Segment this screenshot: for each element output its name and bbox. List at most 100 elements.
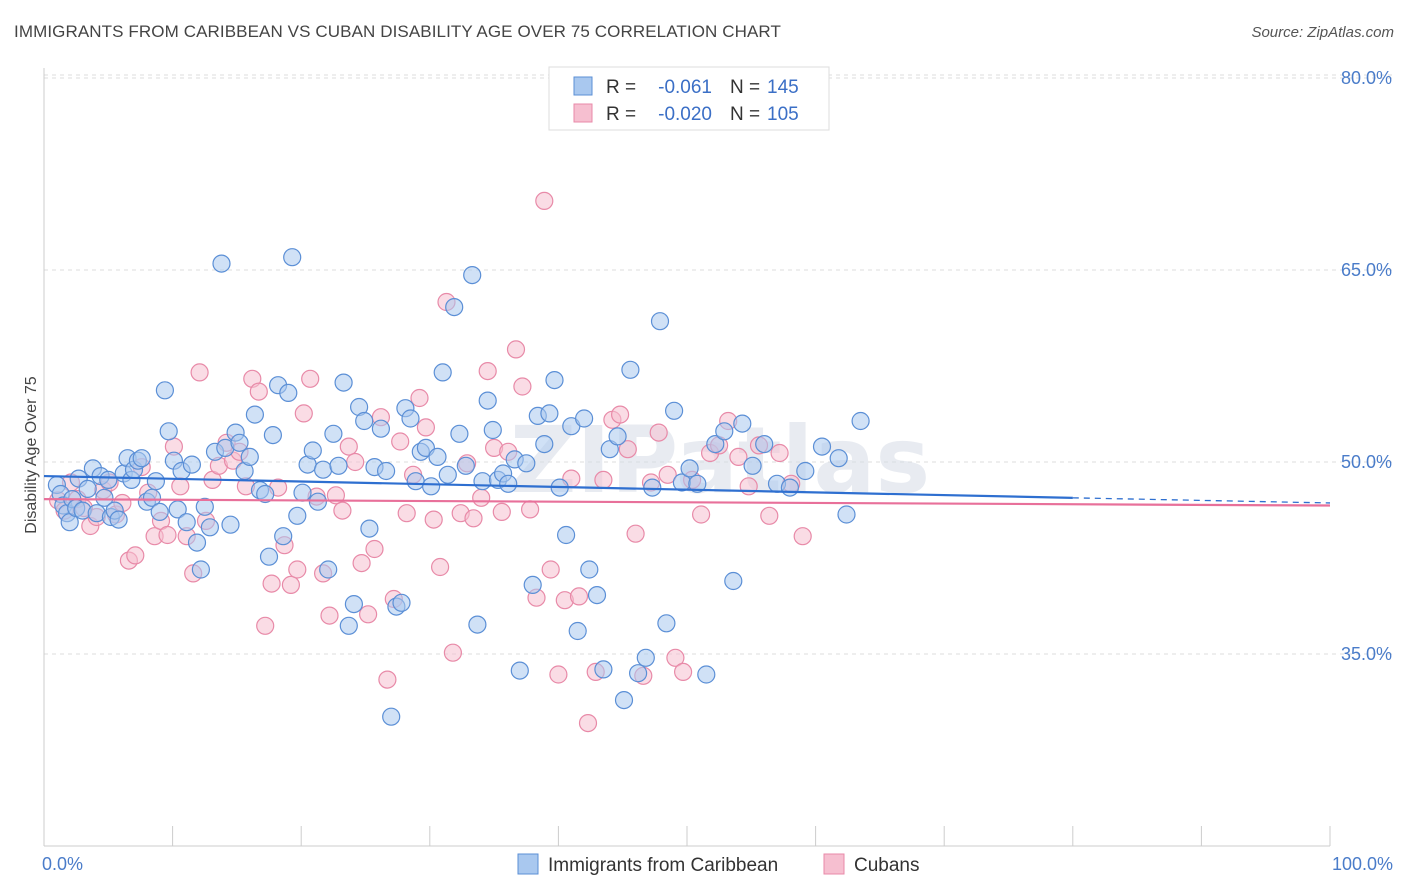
data-point bbox=[177, 513, 196, 532]
data-point bbox=[569, 587, 589, 606]
data-point bbox=[666, 648, 685, 667]
data-point bbox=[626, 524, 645, 543]
data-point bbox=[256, 616, 275, 635]
bottom-legend: Immigrants from Caribbean Cubans bbox=[517, 853, 920, 876]
data-point bbox=[365, 539, 384, 559]
data-point bbox=[155, 381, 174, 400]
data-point bbox=[392, 593, 411, 612]
data-point bbox=[492, 502, 511, 521]
data-point bbox=[293, 483, 312, 502]
data-point bbox=[506, 340, 526, 359]
stats-n-label: N = bbox=[730, 77, 760, 98]
trend-line-blue bbox=[43, 474, 1073, 499]
data-point bbox=[472, 488, 491, 507]
data-point bbox=[281, 575, 300, 595]
y-axis-label: Disability Age Over 75 bbox=[23, 376, 40, 534]
data-point bbox=[95, 488, 114, 507]
data-point bbox=[664, 401, 684, 420]
data-point bbox=[473, 472, 492, 491]
data-point bbox=[109, 510, 128, 529]
stats-swatch-blue bbox=[573, 76, 593, 96]
data-point bbox=[240, 447, 259, 466]
legend-swatch-blue bbox=[517, 853, 539, 875]
stats-n-value: 145 bbox=[767, 77, 799, 98]
trend-lines bbox=[43, 474, 1331, 507]
data-point bbox=[549, 665, 568, 684]
data-point bbox=[187, 533, 207, 552]
trend-line-pink bbox=[43, 498, 1331, 507]
data-point bbox=[463, 266, 482, 285]
data-point bbox=[406, 472, 425, 491]
stats-swatch-pink bbox=[573, 103, 593, 123]
data-point bbox=[168, 500, 187, 519]
legend-label-pink: Cubans bbox=[854, 855, 920, 876]
data-point bbox=[688, 474, 707, 493]
data-point bbox=[221, 515, 240, 534]
y-tick-labels: 35.0% 50.0% 65.0% 80.0% bbox=[1341, 68, 1392, 664]
data-point bbox=[416, 418, 435, 437]
data-point bbox=[132, 449, 151, 468]
y-tick-label: 35.0% bbox=[1341, 644, 1392, 664]
source-label: Source: ZipAtlas.com bbox=[1251, 24, 1394, 41]
data-point bbox=[78, 479, 97, 498]
axes bbox=[43, 68, 1331, 847]
data-point bbox=[191, 560, 210, 579]
data-point bbox=[673, 662, 693, 682]
data-point bbox=[378, 670, 397, 689]
data-point bbox=[259, 547, 279, 566]
data-point bbox=[274, 527, 293, 546]
data-point bbox=[190, 363, 209, 382]
data-point bbox=[279, 383, 298, 402]
data-point bbox=[150, 502, 169, 521]
data-point bbox=[540, 404, 559, 423]
data-point bbox=[743, 456, 762, 475]
data-point bbox=[680, 459, 699, 478]
data-point bbox=[621, 360, 640, 379]
data-point bbox=[608, 427, 627, 446]
data-point bbox=[697, 665, 716, 684]
data-point bbox=[320, 606, 339, 625]
data-point bbox=[594, 470, 613, 489]
data-point bbox=[382, 707, 401, 726]
data-point bbox=[464, 509, 483, 528]
stats-legend-box: R = -0.061 N = 145 R = -0.020 N = 105 bbox=[548, 66, 830, 131]
data-point bbox=[360, 519, 379, 538]
stats-box-frame bbox=[548, 66, 830, 131]
data-point bbox=[729, 447, 748, 466]
grid-lines bbox=[44, 74, 1394, 655]
data-point bbox=[456, 456, 475, 475]
data-point bbox=[346, 452, 365, 472]
data-point bbox=[230, 433, 249, 452]
data-point bbox=[541, 560, 560, 579]
data-point bbox=[424, 510, 443, 529]
legend-label-blue: Immigrants from Caribbean bbox=[548, 855, 778, 876]
data-point bbox=[344, 594, 363, 614]
data-point bbox=[812, 437, 832, 456]
data-point bbox=[851, 411, 870, 431]
data-point bbox=[513, 377, 532, 396]
data-point bbox=[443, 643, 462, 662]
data-point bbox=[314, 460, 333, 479]
data-point bbox=[308, 492, 327, 511]
data-point bbox=[428, 447, 447, 466]
data-point bbox=[397, 504, 416, 523]
data-point bbox=[535, 435, 554, 454]
data-point bbox=[643, 478, 662, 497]
data-point bbox=[431, 557, 450, 577]
data-point bbox=[568, 621, 587, 641]
data-point bbox=[256, 484, 275, 504]
data-point bbox=[587, 585, 607, 605]
trend-line-extension-blue bbox=[1072, 497, 1331, 504]
stats-r-value: -0.061 bbox=[658, 77, 712, 98]
data-point bbox=[263, 426, 282, 445]
data-point bbox=[245, 405, 264, 424]
stats-r-label: R = bbox=[606, 104, 636, 125]
data-point bbox=[628, 664, 648, 683]
data-point bbox=[760, 506, 779, 525]
data-point bbox=[649, 423, 668, 442]
data-point bbox=[829, 449, 848, 468]
data-point bbox=[212, 254, 231, 273]
data-point bbox=[99, 470, 118, 489]
data-point bbox=[499, 474, 518, 493]
